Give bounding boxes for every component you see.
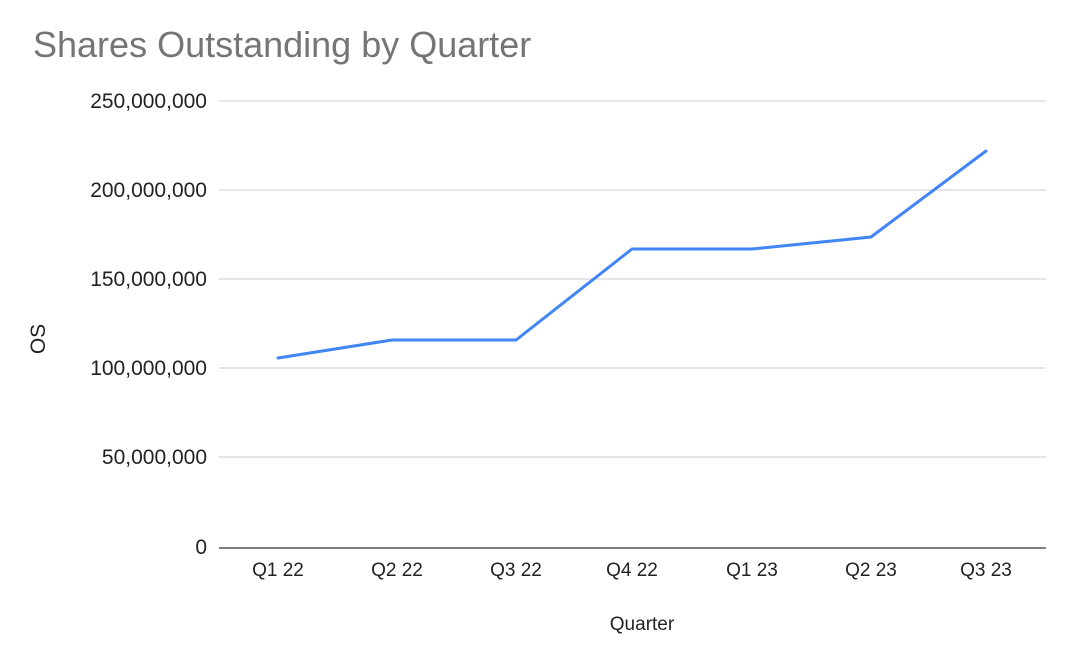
svg-text:Q2 22: Q2 22 [371, 560, 423, 581]
svg-text:250,000,000: 250,000,000 [90, 90, 207, 113]
svg-text:200,000,000: 200,000,000 [90, 179, 207, 202]
svg-text:Q1 23: Q1 23 [726, 560, 778, 581]
svg-text:Q4 22: Q4 22 [606, 560, 658, 581]
svg-text:150,000,000: 150,000,000 [90, 268, 207, 291]
svg-text:Quarter: Quarter [610, 614, 675, 635]
svg-text:100,000,000: 100,000,000 [90, 357, 207, 380]
svg-text:Q1 22: Q1 22 [252, 560, 304, 581]
svg-text:50,000,000: 50,000,000 [102, 446, 207, 469]
svg-text:Q3 23: Q3 23 [960, 560, 1012, 581]
svg-text:0: 0 [195, 536, 207, 559]
svg-text:Q2 23: Q2 23 [845, 560, 897, 581]
svg-text:Q3 22: Q3 22 [490, 560, 542, 581]
svg-text:OS: OS [27, 324, 50, 354]
